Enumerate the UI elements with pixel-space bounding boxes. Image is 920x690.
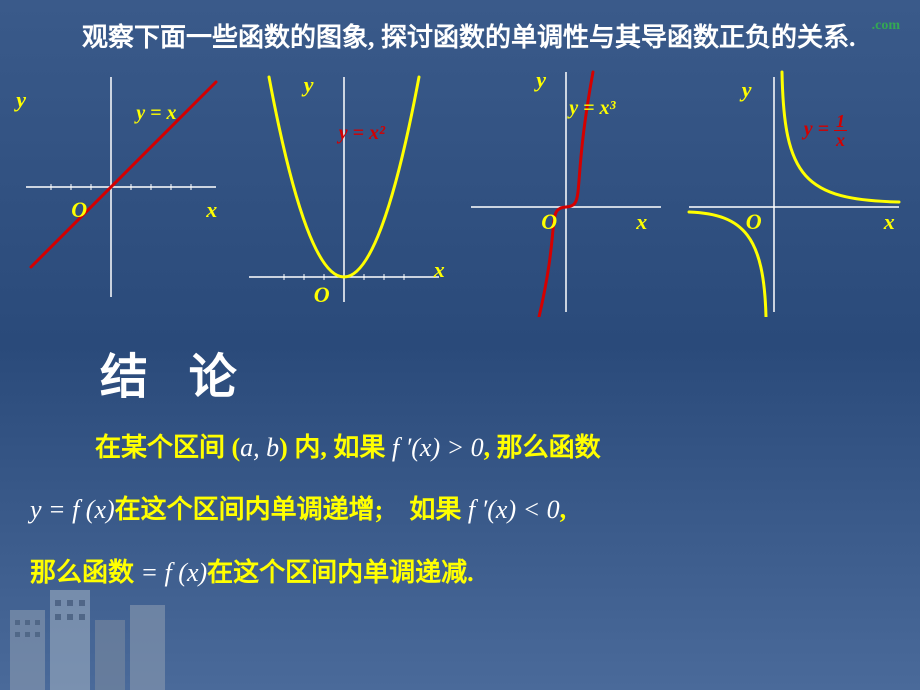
y-axis-label: y [742, 77, 752, 103]
x-axis-label: x [884, 209, 895, 235]
y-axis-label: y [16, 87, 26, 113]
math-condition-negative: f ′(x) < 0 [468, 495, 560, 524]
text: 在这个区间内单调递增; 如果 [115, 495, 468, 524]
buildings-decoration [0, 570, 200, 690]
math-function: y = f (x) [30, 495, 115, 524]
text: 在这个区间内单调递减. [207, 558, 474, 587]
origin-label: O [541, 209, 557, 235]
equation-label: y = 1x [804, 112, 847, 149]
logo-text: .com [872, 18, 900, 34]
origin-label: O [71, 197, 87, 223]
origin-label: O [746, 209, 762, 235]
text: ) 内, 如果 [279, 433, 392, 462]
chart-reciprocal: y x O y = 1x [684, 67, 904, 317]
y-axis-label: y [304, 72, 314, 98]
math-interval: a, b [240, 433, 279, 462]
intro-paragraph: 观察下面一些函数的图象, 探讨函数的单调性与其导函数正负的关系. [0, 0, 920, 57]
chart-parabola: y x O y = x² [239, 67, 449, 317]
x-axis-label: x [206, 197, 217, 223]
chart-linear: y x O y = x [16, 67, 226, 317]
equation-label: y = x [136, 102, 176, 125]
equation-label: y = x³ [569, 97, 615, 120]
origin-label: O [314, 282, 330, 308]
x-axis-label: x [434, 257, 445, 283]
y-axis-label: y [536, 67, 546, 93]
math-condition-positive: f ′(x) > 0 [392, 433, 484, 462]
equation-label: y = x² [339, 122, 385, 145]
text: , [560, 495, 567, 524]
charts-row: y x O y = x y x O y = x² y x O y [0, 57, 920, 317]
conclusion-heading: 结 论 [0, 337, 920, 407]
chart-cubic: y x O y = x³ [461, 67, 671, 317]
text: 在某个区间 ( [95, 433, 240, 462]
text: , 那么函数 [484, 433, 601, 462]
x-axis-label: x [636, 209, 647, 235]
